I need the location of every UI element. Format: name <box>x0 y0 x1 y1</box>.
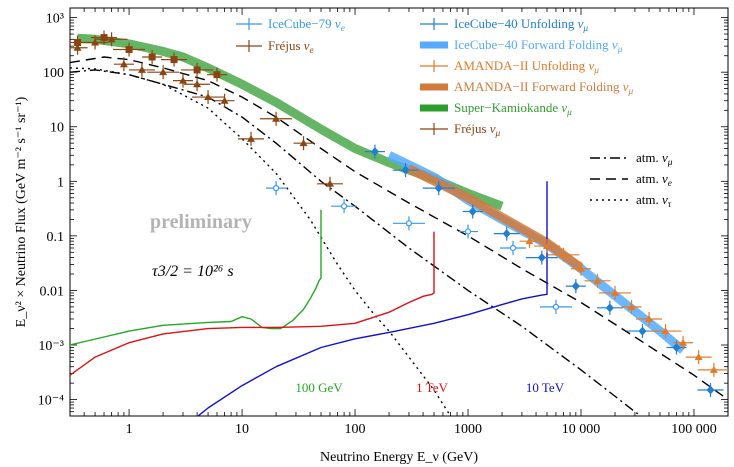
ic79e-point <box>405 220 413 227</box>
legend-entry: AMANDA−II Unfolding νμ <box>454 58 599 76</box>
legend-entry: IceCube−40 Forward Folding νμ <box>454 37 623 55</box>
amu-point <box>593 276 602 284</box>
amu-point <box>709 365 718 373</box>
ic79e-point <box>340 203 348 210</box>
amu-point <box>559 250 568 258</box>
frejus_mu-point <box>91 38 100 46</box>
amu-point <box>627 302 636 310</box>
legend-swatch <box>236 18 262 30</box>
amu-point <box>645 314 654 322</box>
ic79e-point <box>272 185 280 192</box>
ic40u-point <box>537 253 546 263</box>
frejus_e-point <box>100 34 108 42</box>
frejus_mu-point <box>73 43 82 51</box>
amu-point <box>577 264 586 272</box>
frejus_mu-point <box>178 76 187 84</box>
frejus_e-point <box>148 53 156 61</box>
y-tick-label: 0.01 <box>40 284 65 299</box>
legend-swatch <box>236 40 262 52</box>
frejus_e-point <box>125 46 133 54</box>
mass-label: 10 TeV <box>526 380 565 395</box>
y-tick-label: 10 <box>50 121 64 136</box>
ic40u-point <box>502 229 511 239</box>
axis-ticks: 1 10 100 1000 10 000 100 000 10⁻⁴ 10⁻³ 0.01 0.1 1 1… <box>38 8 729 437</box>
frejus_mu-point <box>299 139 308 147</box>
ic79e-point <box>464 228 472 235</box>
ic40u-point <box>434 183 443 193</box>
preliminary-watermark: preliminary <box>150 211 252 233</box>
amu-point <box>611 288 620 296</box>
legend-entry: atm. ντ <box>636 192 672 210</box>
y-tick-label: 100 <box>43 66 64 81</box>
legend-entry: Fréjus νμ <box>454 121 501 139</box>
y-tick-label: 10⁻³ <box>38 339 64 354</box>
legend-entry: AMANDA−II Forward Folding νμ <box>454 79 634 97</box>
plot-frame <box>69 7 729 417</box>
y-tick-label: 1 <box>57 175 64 190</box>
ic40u-point <box>706 385 715 395</box>
legend-entry: IceCube−40 Unfolding νμ <box>454 16 588 34</box>
lifetime-label: τ3/2 = 10²⁶ s <box>152 263 234 280</box>
ic40u-point <box>401 165 410 175</box>
x-tick-label: 10 <box>235 422 249 437</box>
ic40u-point <box>571 281 580 291</box>
atm_tau-line <box>70 67 452 416</box>
mass-label: 100 GeV <box>295 380 343 395</box>
x-axis-label: Neutrino Energy E_ν (GeV) <box>320 450 478 465</box>
ic79e-point <box>552 303 560 310</box>
x-tick-label: 10 000 <box>562 422 601 437</box>
legend-entry: IceCube−79 νe <box>268 16 345 34</box>
y-axis-label: E_ν² × Neutrino Flux (GeV m⁻² s⁻¹ sr⁻¹) <box>14 96 29 327</box>
frejus_e-point <box>193 66 201 74</box>
amu-point <box>694 353 703 361</box>
atm_mu-line <box>70 69 643 416</box>
amu-point <box>679 338 688 346</box>
amu-point <box>542 242 551 250</box>
amff-line <box>406 164 584 272</box>
ic40u-point <box>672 343 681 353</box>
frejus_mu-point <box>107 35 116 43</box>
amu-point <box>525 237 534 245</box>
frejus_mu-point <box>159 68 168 76</box>
dm1000-line <box>70 231 435 376</box>
frejus_mu-point <box>204 93 213 101</box>
ic79e-point <box>509 244 517 252</box>
x-tick-label: 100 000 <box>671 422 717 437</box>
x-tick-label: 1 <box>126 422 133 437</box>
dm10000-line <box>196 181 548 416</box>
frejus_mu-point <box>193 80 202 88</box>
legend-entry: Super−Kamiokande νμ <box>454 100 572 118</box>
ic40u-point <box>468 206 477 216</box>
frejus_mu-point <box>325 179 334 187</box>
x-tick-label: 100 <box>345 422 366 437</box>
ic40u-point <box>638 326 647 336</box>
legend-entry: atm. νe <box>636 171 672 189</box>
frejus_e-point <box>170 56 178 64</box>
legend: IceCube−79 νe Fréjus νe IceCube−40 Unfoldi… <box>236 16 673 210</box>
series-layer <box>70 30 728 416</box>
y-tick-label: 10⁻⁴ <box>38 394 64 409</box>
x-tick-label: 1000 <box>454 422 482 437</box>
y-tick-label: 10³ <box>46 12 64 27</box>
annotations: preliminary τ3/2 = 10²⁶ s 100 GeV 1 TeV 10 T… <box>150 211 565 395</box>
ic40u-point <box>370 147 379 157</box>
ic40u-point <box>605 303 614 313</box>
amu-point <box>661 327 670 335</box>
y-tick-label: 0.1 <box>47 230 65 245</box>
frejus_mu-point <box>272 114 281 122</box>
mass-label: 1 TeV <box>416 380 448 395</box>
atm_e-line <box>70 56 728 401</box>
frejus_mu-point <box>247 134 256 142</box>
frejus_mu-point <box>137 65 146 73</box>
frejus_mu-point <box>220 96 229 104</box>
legend-entry: Fréjus νe <box>268 38 314 56</box>
frejus_e-point <box>213 71 221 79</box>
legend-entry: atm. νμ <box>636 150 673 168</box>
frejus_mu-point <box>119 60 128 68</box>
